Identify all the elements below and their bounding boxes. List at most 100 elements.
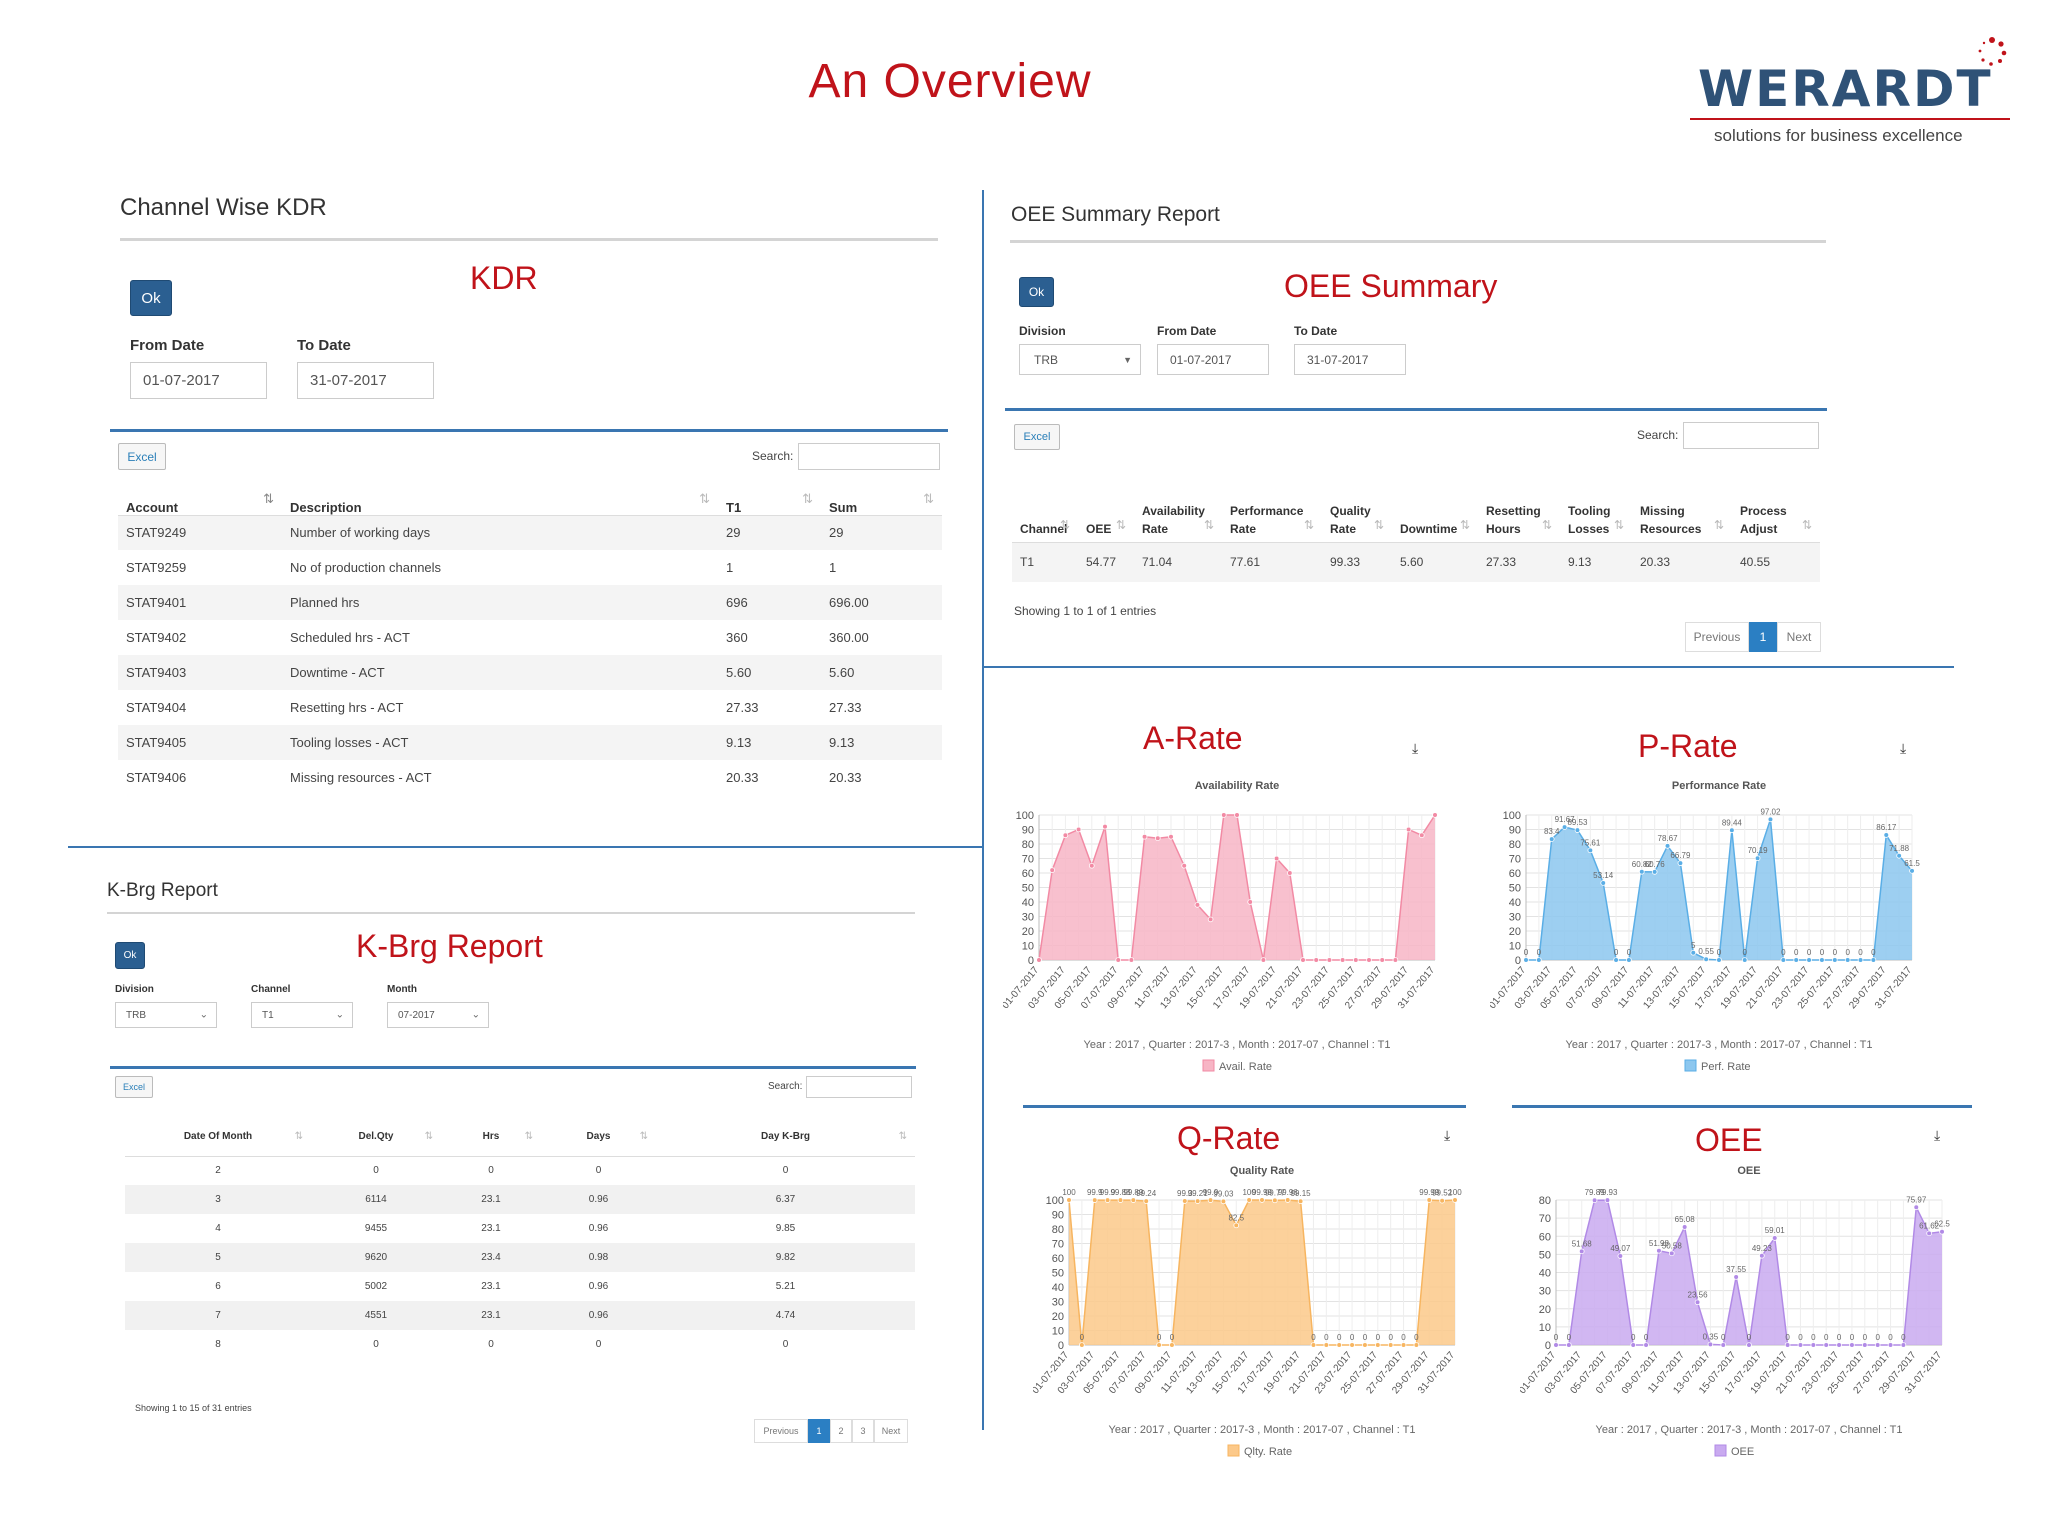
data-point: [1091, 1197, 1098, 1203]
kbrg-col-date[interactable]: Date Of Month ⇅: [125, 1108, 311, 1157]
y-tick-label: 10: [1052, 1326, 1064, 1338]
oee-page-1-button[interactable]: 1: [1749, 622, 1777, 652]
kbrg-page-2-button[interactable]: 2: [830, 1419, 852, 1443]
header-text: Quality: [1330, 503, 1371, 518]
kdr-search-input[interactable]: [798, 443, 940, 470]
kbrg-division-select[interactable]: TRB ⌄: [115, 1002, 217, 1028]
chart-subtitle: Year : 2017 , Quarter : 2017-3 , Month :…: [1566, 1039, 1873, 1051]
q-rate-download-icon[interactable]: ⤓: [1444, 1127, 1451, 1143]
oee-from-label: From Date: [1157, 324, 1217, 338]
data-point: [1784, 1342, 1791, 1348]
data-label: 61.5: [1904, 859, 1920, 868]
chart-title: OEE: [1737, 1165, 1760, 1177]
table-cell: 6114: [311, 1185, 441, 1214]
table-cell: 9.13: [1560, 542, 1632, 582]
kdr-col-account[interactable]: Account ⇅: [118, 480, 282, 516]
data-label: 0: [1627, 948, 1632, 957]
oee-col-header[interactable]: Performance Rate ⇅: [1222, 460, 1322, 543]
kdr-to-date-input[interactable]: 31-07-2017: [297, 362, 434, 399]
data-point: [1591, 1197, 1598, 1203]
table-row: 3 6114 23.1 0.96 6.37: [125, 1185, 915, 1214]
table-row: STAT9402 Scheduled hrs - ACT 360 360.00: [118, 620, 942, 655]
kbrg-col-daykbrg[interactable]: Day K-Brg ⇅: [656, 1108, 915, 1157]
data-label: 61.62: [1919, 1221, 1940, 1230]
oee-download-icon[interactable]: ⤓: [1934, 1127, 1941, 1143]
chart-subtitle: Year : 2017 , Quarter : 2017-3 , Month :…: [1596, 1424, 1903, 1436]
oee-col-header[interactable]: Missing Resources ⇅: [1632, 460, 1732, 543]
data-point: [1630, 1342, 1636, 1348]
sort-icon: ⇅: [294, 1130, 303, 1142]
oee-col-header[interactable]: Resetting Hours ⇅: [1478, 460, 1560, 543]
data-label: 51.68: [1572, 1239, 1593, 1248]
data-point: [1626, 957, 1632, 963]
kbrg-page-1-button[interactable]: 1: [808, 1419, 830, 1443]
oee-col-header[interactable]: Channel ⇅: [1012, 460, 1078, 543]
data-point: [1716, 957, 1722, 963]
logo-swirl-icon: [1978, 37, 2007, 66]
oee-col-header[interactable]: Tooling Losses ⇅: [1560, 460, 1632, 543]
kbrg-page-3-button[interactable]: 3: [852, 1419, 874, 1443]
y-tick-label: 80: [1509, 839, 1521, 851]
header-text: Rate: [1142, 521, 1169, 536]
oee-col-header[interactable]: Quality Rate ⇅: [1322, 460, 1392, 543]
p-rate-download-icon[interactable]: ⤓: [1900, 740, 1907, 756]
kdr-col-sum[interactable]: Sum ⇅: [821, 480, 942, 516]
kbrg-prev-button[interactable]: Previous: [754, 1419, 808, 1443]
kbrg-search-input[interactable]: [806, 1076, 912, 1098]
oee-ok-button[interactable]: Ok: [1019, 277, 1054, 307]
a-rate-download-icon[interactable]: ⤓: [1412, 740, 1419, 756]
kbrg-ok-button[interactable]: Ok: [115, 942, 145, 969]
table-cell: 9.85: [775, 1223, 796, 1234]
left-horizontal-divider: [68, 846, 984, 848]
table-cell: 0.96: [541, 1301, 656, 1330]
legend-label: Avail. Rate: [1219, 1061, 1272, 1073]
kdr-ok-button[interactable]: Ok: [130, 280, 172, 316]
oee-col-header[interactable]: Downtime ⇅: [1392, 460, 1478, 543]
data-point: [1746, 1342, 1752, 1348]
kdr-from-date-input[interactable]: 01-07-2017: [130, 362, 267, 399]
oee-excel-button[interactable]: Excel: [1014, 424, 1060, 450]
data-point: [1771, 1235, 1778, 1241]
data-label: 0: [1721, 1333, 1726, 1342]
table-cell: 4.74: [656, 1301, 915, 1330]
y-tick-label: 20: [1539, 1304, 1551, 1316]
kdr-excel-button[interactable]: Excel: [118, 443, 166, 470]
oee-col-header[interactable]: Availability Rate ⇅: [1134, 460, 1222, 543]
header-text: Resetting: [1486, 503, 1541, 518]
oee-col-header[interactable]: OEE ⇅: [1078, 460, 1134, 543]
header-text: Performance: [1230, 503, 1304, 518]
oee-division-select[interactable]: TRB ▼: [1019, 344, 1141, 375]
kbrg-col-hrs[interactable]: Hrs ⇅: [441, 1108, 541, 1157]
oee-to-date-input[interactable]: 31-07-2017: [1294, 344, 1406, 375]
data-point: [1155, 835, 1161, 841]
oee-next-button[interactable]: Next: [1777, 622, 1821, 652]
kdr-col-t1[interactable]: T1 ⇅: [718, 480, 821, 516]
header-text: Hours: [1486, 521, 1521, 536]
data-point: [1339, 957, 1346, 963]
y-tick-label: 60: [1022, 868, 1034, 880]
table-cell: STAT9404: [126, 700, 187, 715]
oee-prev-button[interactable]: Previous: [1685, 622, 1749, 652]
kbrg-excel-button[interactable]: Excel: [115, 1076, 153, 1098]
data-point: [1797, 1342, 1804, 1348]
kbrg-channel-select[interactable]: T1 ⌄: [251, 1002, 353, 1028]
y-tick-label: 0: [1545, 1340, 1551, 1352]
legend-label: OEE: [1731, 1446, 1754, 1458]
table-cell: STAT9405: [118, 725, 282, 760]
kbrg-month-select[interactable]: 07-2017 ⌄: [387, 1002, 489, 1028]
oee-search-input[interactable]: [1683, 422, 1819, 449]
data-point: [1326, 957, 1333, 963]
table-cell: 0: [595, 1339, 602, 1350]
kbrg-search-label: Search:: [768, 1081, 803, 1092]
data-label: 59.01: [1765, 1226, 1786, 1235]
kbrg-col-delqty[interactable]: Del.Qty ⇅: [311, 1108, 441, 1157]
oee-from-date-input[interactable]: 01-07-2017: [1157, 344, 1269, 375]
data-point: [1566, 1342, 1572, 1348]
oee-col-header[interactable]: Process Adjust ⇅: [1732, 460, 1820, 543]
kdr-col-description[interactable]: Description ⇅: [282, 480, 718, 516]
kbrg-next-button[interactable]: Next: [874, 1419, 908, 1443]
y-tick-label: 30: [1539, 1286, 1551, 1298]
kbrg-col-days[interactable]: Days ⇅: [541, 1108, 656, 1157]
data-label: 0: [1376, 1333, 1381, 1342]
data-label: 0: [1850, 1333, 1855, 1342]
